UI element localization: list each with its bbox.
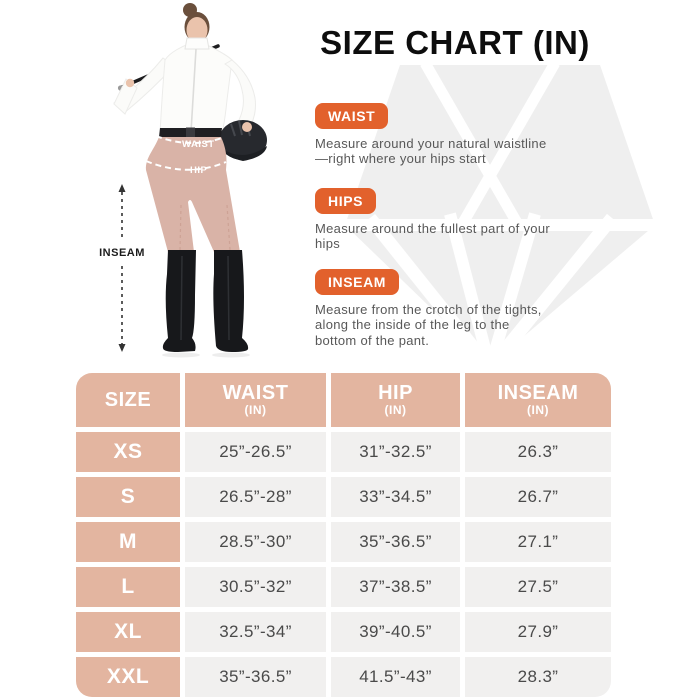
hips-description: Measure around the fullest part of your … (315, 221, 550, 252)
value-cell: 39”-40.5” (331, 612, 460, 652)
value-cell: 26.5”-28” (185, 477, 326, 517)
value-cell: 30.5”-32” (185, 567, 326, 607)
waist-badge: WAIST (315, 103, 389, 129)
size-label-cell: L (76, 567, 180, 607)
value-cell: 27.5” (465, 567, 611, 607)
size-label-cell: XL (76, 612, 180, 652)
page-title: SIZE CHART (IN) (320, 24, 590, 61)
value-cell: 37”-38.5” (331, 567, 460, 607)
value-cell: 27.9” (465, 612, 611, 652)
header-cell-hip: HIP (IN) (331, 373, 460, 427)
value-cell: 26.3” (465, 432, 611, 472)
hips-badge: HIPS (315, 188, 377, 214)
inseam-badge: INSEAM (315, 269, 400, 295)
hip-measure-label: HIP (190, 165, 208, 176)
riding-helmet-icon (219, 120, 267, 161)
guide-section-inseam: INSEAM Measure from the crotch of the ti… (315, 269, 585, 348)
model-left-arm (224, 59, 256, 126)
waist-measure-label: WAIST (182, 139, 215, 150)
model-tights (145, 137, 240, 252)
model-jacket (159, 37, 233, 135)
belt-icon (159, 127, 222, 138)
size-table: SIZE WAIST (IN) HIP (IN) INSEAM (IN) XS 2… (76, 373, 611, 697)
header-cell-inseam: INSEAM (IN) (465, 373, 611, 427)
value-cell: 28.5”-30” (185, 522, 326, 562)
value-cell: 31”-32.5” (331, 432, 460, 472)
waist-description: Measure around your natural waistline —r… (315, 136, 547, 167)
model-figure: WAIST HIP INSEAM (50, 0, 300, 370)
riding-boots-icon (162, 250, 250, 358)
waist-measure-line: WAIST (155, 135, 223, 150)
hip-measure-line: HIP (145, 160, 227, 176)
inseam-measure-label: INSEAM (99, 247, 145, 259)
guide-section-waist: WAIST Measure around your natural waistl… (315, 103, 585, 167)
value-cell: 33”-34.5” (331, 477, 460, 517)
value-cell: 32.5”-34” (185, 612, 326, 652)
value-cell: 26.7” (465, 477, 611, 517)
value-cell: 41.5”-43” (331, 657, 460, 697)
header-cell-size: SIZE (76, 373, 180, 427)
guide-section-hips: HIPS Measure around the fullest part of … (315, 188, 585, 252)
size-label-cell: S (76, 477, 180, 517)
size-label-cell: M (76, 522, 180, 562)
value-cell: 25”-26.5” (185, 432, 326, 472)
size-label-cell: XS (76, 432, 180, 472)
size-label-cell: XXL (76, 657, 180, 697)
header-cell-waist: WAIST (IN) (185, 373, 326, 427)
value-cell: 28.3” (465, 657, 611, 697)
value-cell: 35”-36.5” (185, 657, 326, 697)
value-cell: 35”-36.5” (331, 522, 460, 562)
value-cell: 27.1” (465, 522, 611, 562)
inseam-measure-line: INSEAM (99, 184, 145, 352)
inseam-description: Measure from the crotch of the tights, a… (315, 302, 542, 348)
